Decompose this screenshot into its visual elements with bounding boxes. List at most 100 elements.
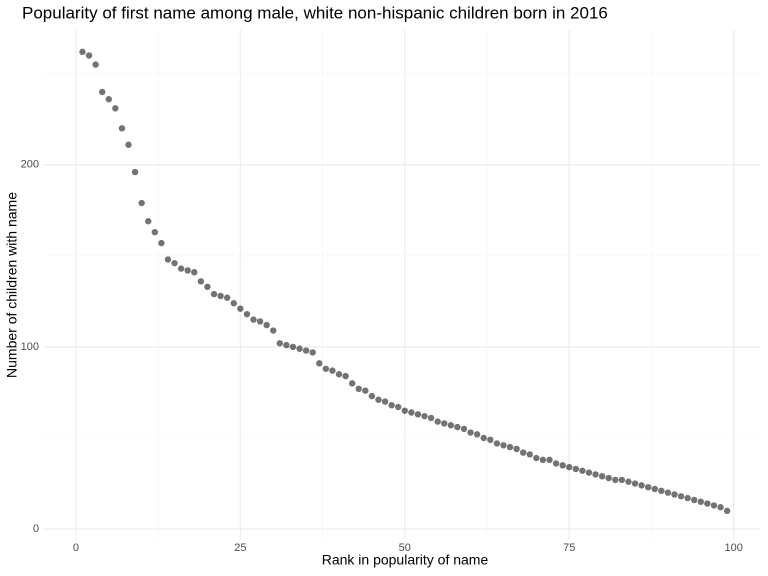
point <box>164 256 172 263</box>
point <box>302 347 310 354</box>
point <box>704 500 711 507</box>
point <box>289 343 297 351</box>
point <box>230 300 237 307</box>
point <box>566 463 573 471</box>
point <box>296 345 303 352</box>
grid <box>43 30 760 540</box>
point <box>243 310 251 318</box>
point <box>618 476 626 484</box>
point <box>276 340 284 347</box>
point <box>598 473 606 480</box>
point <box>414 411 422 418</box>
point <box>329 367 336 374</box>
point <box>487 436 494 444</box>
point <box>85 52 93 59</box>
point <box>158 239 165 247</box>
point <box>335 371 343 378</box>
point <box>408 409 415 416</box>
point <box>473 431 481 438</box>
point <box>348 380 356 387</box>
point <box>500 442 507 449</box>
point <box>671 491 678 498</box>
point <box>223 294 231 301</box>
point <box>151 228 159 236</box>
point <box>395 403 402 411</box>
point <box>513 445 520 453</box>
point <box>447 422 455 429</box>
point <box>533 454 540 462</box>
point <box>723 507 731 515</box>
point <box>309 349 316 356</box>
point <box>526 451 533 458</box>
point <box>263 321 270 329</box>
y-tick-label: 0 <box>33 523 39 535</box>
point <box>631 480 639 487</box>
point <box>427 414 435 422</box>
point <box>112 105 119 112</box>
point <box>454 423 461 431</box>
point <box>210 290 218 298</box>
x-tick-label: 25 <box>234 542 246 554</box>
x-tick-label: 100 <box>725 542 743 554</box>
point <box>664 489 672 496</box>
x-axis-label: Rank in popularity of name <box>322 552 489 568</box>
point <box>131 168 139 176</box>
point <box>250 316 257 323</box>
point <box>204 283 211 291</box>
point <box>717 504 724 511</box>
point <box>145 218 152 225</box>
point <box>322 365 330 372</box>
point <box>270 327 277 334</box>
point <box>434 418 441 425</box>
point <box>467 429 474 436</box>
point <box>480 434 487 442</box>
chart-title: Popularity of first name among male, whi… <box>22 3 608 22</box>
point <box>191 269 198 276</box>
point <box>177 265 185 272</box>
point <box>638 482 645 489</box>
point <box>237 305 244 312</box>
point <box>362 387 369 394</box>
point <box>493 440 501 447</box>
point <box>546 456 553 464</box>
point <box>79 48 86 56</box>
point <box>184 267 191 274</box>
point <box>99 88 106 96</box>
point <box>460 425 468 433</box>
point <box>441 420 448 427</box>
point <box>572 465 580 473</box>
point <box>605 474 612 482</box>
point <box>388 402 395 409</box>
point <box>697 498 704 505</box>
point <box>644 483 652 491</box>
point <box>579 467 586 474</box>
point <box>612 476 619 484</box>
point <box>342 372 349 380</box>
point <box>92 61 99 68</box>
point <box>217 292 224 300</box>
point <box>138 199 145 207</box>
point <box>197 278 205 285</box>
point <box>539 456 547 464</box>
point <box>592 471 599 478</box>
point <box>519 449 527 456</box>
point <box>677 493 685 500</box>
point <box>256 318 264 325</box>
point <box>658 487 665 495</box>
point <box>375 396 382 403</box>
point <box>401 407 408 414</box>
point <box>506 443 514 451</box>
point <box>559 462 566 469</box>
point <box>585 469 593 476</box>
point <box>625 478 632 485</box>
point <box>651 485 658 493</box>
point <box>368 392 376 400</box>
point <box>283 341 290 349</box>
y-tick-label: 100 <box>21 341 39 353</box>
x-tick-label: 0 <box>73 542 79 554</box>
points <box>79 48 731 515</box>
x-tick-label: 50 <box>399 542 411 554</box>
point <box>552 460 560 467</box>
